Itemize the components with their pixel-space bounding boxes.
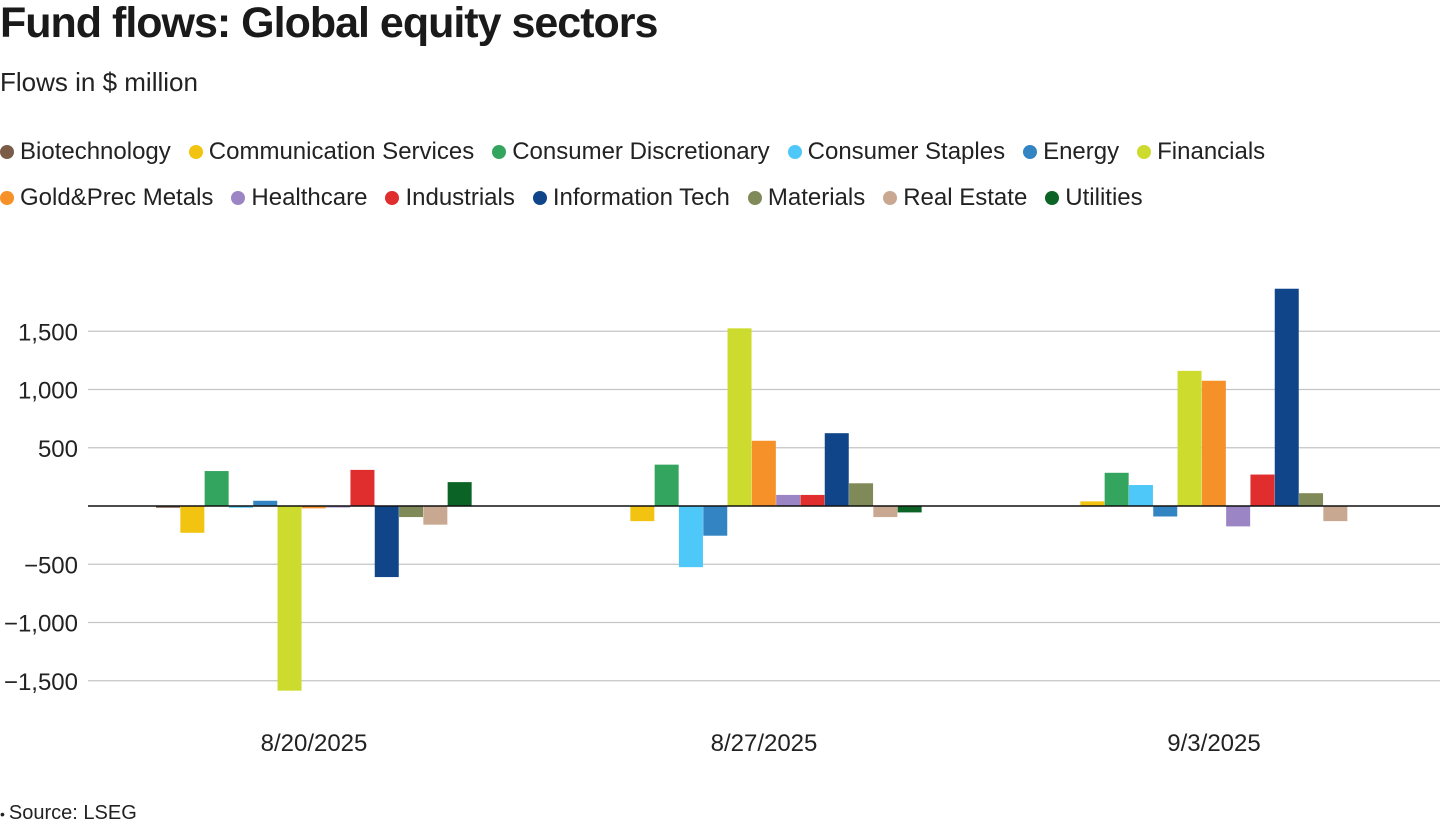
chart-legend: Biotechnology Communication Services Consu… <box>0 136 1430 214</box>
bar <box>1299 493 1324 506</box>
legend-label: Real Estate <box>903 184 1028 211</box>
bar <box>156 506 181 508</box>
legend-item: Energy <box>1023 136 1119 168</box>
legend-swatch <box>231 191 246 205</box>
legend-item: Biotechnology <box>0 136 171 168</box>
legend-swatch <box>188 145 203 159</box>
bullet-icon: • <box>0 806 5 822</box>
bar <box>1201 380 1226 506</box>
bar <box>654 464 679 506</box>
bar <box>423 506 448 525</box>
bar <box>374 506 399 578</box>
legend-label: Materials <box>767 184 866 211</box>
legend-swatch <box>747 191 762 205</box>
y-tick-label: −1,000 <box>4 611 78 638</box>
legend-swatch <box>385 191 400 205</box>
y-tick-label: 500 <box>38 436 78 463</box>
legend-label: Utilities <box>1065 184 1143 211</box>
source-note: • Source: LSEG <box>0 800 137 827</box>
x-tick-label: 8/27/2025 <box>711 730 818 757</box>
legend-swatch <box>532 191 547 205</box>
bar <box>204 471 229 506</box>
bar <box>751 440 776 506</box>
legend-item: Gold&Prec Metals <box>0 182 213 214</box>
legend-label: Consumer Discretionary <box>512 138 770 165</box>
legend-label: Gold&Prec Metals <box>20 184 214 211</box>
bar <box>253 500 278 506</box>
legend-swatch <box>787 145 802 159</box>
bar <box>1250 474 1275 506</box>
legend-item: Real Estate <box>883 182 1027 214</box>
bar <box>1128 485 1153 506</box>
bar <box>277 506 302 691</box>
legend-item: Consumer Discretionary <box>492 136 770 168</box>
page-subtitle: Flows in $ million <box>0 67 198 97</box>
legend-swatch <box>883 191 898 205</box>
legend-item: Communication Services <box>188 136 475 168</box>
legend-swatch <box>1045 191 1060 205</box>
bar <box>399 506 424 518</box>
legend-item: Information Tech <box>532 182 730 214</box>
bar <box>1226 506 1251 527</box>
bar <box>800 494 825 506</box>
bar <box>350 469 375 506</box>
x-tick-label: 8/20/2025 <box>261 730 368 757</box>
bar <box>703 506 728 536</box>
legend-item: Industrials <box>385 182 515 214</box>
legend-item: Financials <box>1137 136 1265 168</box>
bar <box>1177 370 1202 506</box>
legend-label: Information Tech <box>552 184 730 211</box>
bar-chart: 1,500 1,000 500 −500 −1,000 −1,500 8/20/2025 8/… <box>4 288 1440 757</box>
bar <box>897 506 922 513</box>
legend-item: Materials <box>747 182 866 214</box>
y-tick-label: 1,500 <box>18 319 78 346</box>
legend-swatch <box>0 145 14 159</box>
page-title: Fund flows: Global equity sectors <box>0 0 658 47</box>
bar <box>228 506 253 508</box>
y-tick-label: −500 <box>24 552 78 579</box>
y-tick-label: 1,000 <box>18 378 78 405</box>
bar <box>1104 472 1129 506</box>
legend-swatch <box>1137 145 1152 159</box>
bar <box>873 506 898 518</box>
bar <box>776 494 801 506</box>
source-text: Source: LSEG <box>8 802 137 824</box>
legend-label: Communication Services <box>208 138 475 165</box>
x-tick-label: 9/3/2025 <box>1167 730 1260 757</box>
bar <box>1323 506 1348 522</box>
legend-item: Consumer Staples <box>787 136 1006 168</box>
legend-item: Utilities <box>1045 182 1143 214</box>
legend-label: Financials <box>1157 138 1266 165</box>
legend-swatch <box>1023 145 1038 159</box>
legend-label: Healthcare <box>251 184 368 211</box>
bar <box>824 433 849 506</box>
bar <box>727 328 752 506</box>
legend-swatch <box>0 191 14 205</box>
bar <box>180 506 205 533</box>
bar <box>630 506 655 522</box>
bar <box>1274 288 1299 506</box>
bar <box>1080 501 1105 506</box>
y-tick-label: −1,500 <box>4 669 78 696</box>
bar <box>447 482 472 506</box>
legend-item: Healthcare <box>231 182 367 214</box>
bar <box>301 506 326 509</box>
legend-label: Consumer Staples <box>807 138 1006 165</box>
legend-label: Industrials <box>405 184 515 211</box>
legend-label: Energy <box>1043 138 1120 165</box>
legend-label: Biotechnology <box>20 138 171 165</box>
bar <box>678 506 703 568</box>
bar <box>1153 506 1178 517</box>
bar <box>849 483 874 506</box>
legend-swatch <box>492 145 507 159</box>
